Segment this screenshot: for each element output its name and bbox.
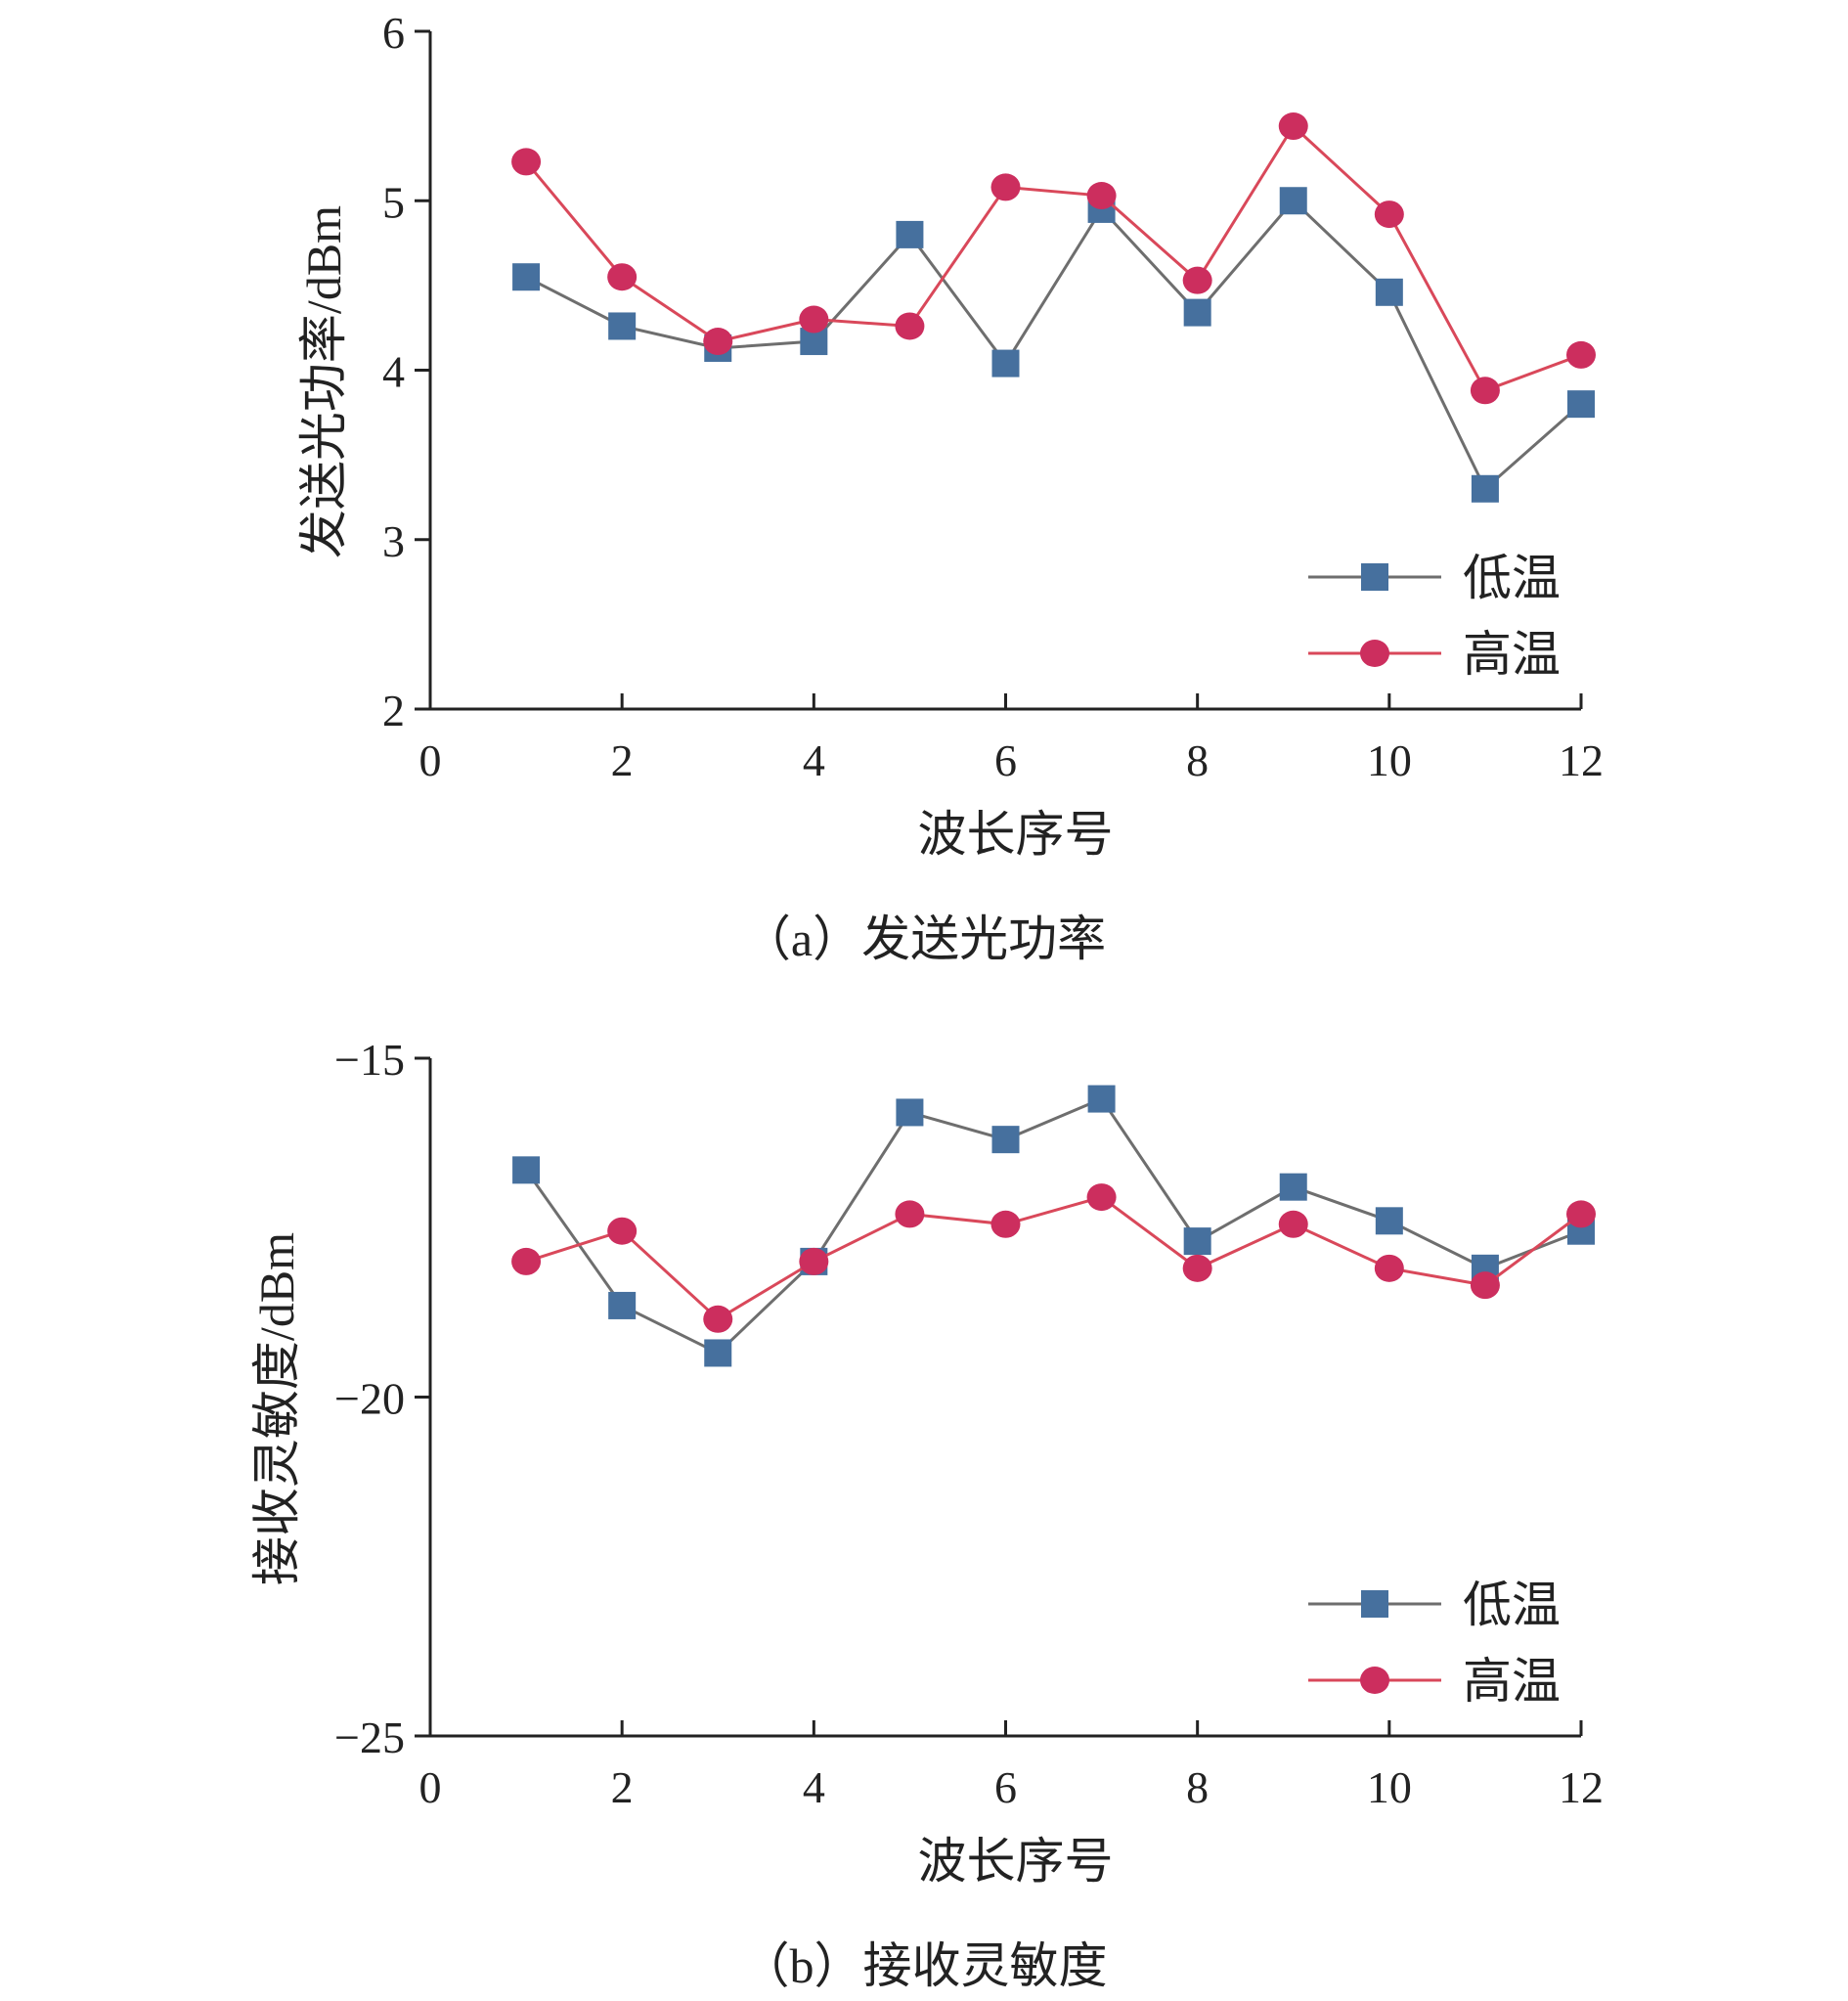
data-point-high-temp bbox=[990, 173, 1021, 201]
data-point-high-temp bbox=[703, 328, 733, 356]
data-point-low-temp bbox=[704, 1339, 732, 1367]
data-point-high-temp bbox=[1182, 1254, 1212, 1282]
data-point-high-temp bbox=[511, 148, 542, 176]
data-point-low-temp bbox=[1279, 187, 1307, 215]
data-point-high-temp bbox=[607, 1217, 638, 1245]
chart-panel-b: −25 −20 −15 0 2 4 6 8 10 12 波长序号 接收灵敏度/dBm 低温高温 （b）接… bbox=[0, 1027, 1848, 2001]
data-point-low-temp bbox=[1183, 298, 1211, 327]
y-axis-label: 发送光功率/dBm bbox=[296, 205, 351, 558]
series-low-temp bbox=[512, 1085, 1595, 1367]
data-point-high-temp bbox=[799, 1247, 829, 1275]
y-axis-label: 接收灵敏度/dBm bbox=[249, 1232, 304, 1585]
data-point-high-temp bbox=[1470, 1271, 1500, 1300]
data-point-high-temp bbox=[895, 1200, 925, 1228]
y-tick-label: 6 bbox=[382, 8, 405, 58]
x-tick-label: 4 bbox=[803, 1762, 825, 1812]
y-tick-label: −20 bbox=[334, 1374, 405, 1424]
y-tick-label: 4 bbox=[382, 347, 405, 397]
data-point-high-temp bbox=[1086, 182, 1117, 210]
series-line-low-temp bbox=[524, 1096, 1582, 1356]
series-high-temp bbox=[511, 1183, 1596, 1333]
data-point-high-temp bbox=[1566, 1200, 1596, 1228]
data-point-low-temp bbox=[1471, 474, 1499, 503]
data-point-high-temp bbox=[1566, 340, 1596, 369]
data-point-low-temp bbox=[896, 220, 924, 248]
data-point-high-temp bbox=[1086, 1183, 1117, 1212]
axes: −25 −20 −15 0 2 4 6 8 10 12 波长序号 接收灵敏度/dBm bbox=[249, 1035, 1604, 1889]
x-tick-label: 10 bbox=[1367, 1762, 1412, 1812]
y-tick-label: −25 bbox=[334, 1712, 405, 1762]
y-tick-label: 5 bbox=[382, 177, 405, 227]
data-point-high-temp bbox=[1182, 266, 1212, 294]
data-point-high-temp bbox=[607, 263, 638, 291]
legend-label-low-temp: 低温 bbox=[1463, 551, 1561, 605]
data-point-high-temp bbox=[703, 1305, 733, 1333]
x-tick-label: 8 bbox=[1186, 1762, 1209, 1812]
data-point-low-temp bbox=[1183, 1227, 1211, 1256]
x-tick-label: 2 bbox=[611, 1762, 634, 1812]
legend-label-low-temp: 低温 bbox=[1463, 1578, 1561, 1632]
legend-marker-high-temp bbox=[1360, 1667, 1389, 1694]
x-tick-label: 8 bbox=[1186, 735, 1209, 785]
x-tick-label: 12 bbox=[1559, 735, 1604, 785]
data-point-low-temp bbox=[991, 349, 1020, 378]
data-point-low-temp bbox=[1375, 278, 1403, 306]
data-point-high-temp bbox=[1278, 1210, 1308, 1238]
data-point-low-temp bbox=[608, 312, 637, 340]
legend-label-high-temp: 高温 bbox=[1463, 1654, 1561, 1709]
x-tick-label: 6 bbox=[994, 1762, 1017, 1812]
series-line-low-temp bbox=[525, 199, 1582, 492]
chart-panel-a: 2 3 4 5 6 0 2 4 6 8 10 12 波长序号 发送光功率/dBm 低温 高温 （a）发送光功率 bbox=[0, 0, 1848, 978]
x-tick-label: 0 bbox=[419, 1762, 442, 1812]
x-tick-label: 4 bbox=[803, 735, 825, 785]
y-tick-label: 2 bbox=[382, 686, 405, 735]
data-point-high-temp bbox=[895, 312, 925, 340]
data-point-high-temp bbox=[511, 1247, 542, 1275]
data-point-low-temp bbox=[991, 1126, 1020, 1154]
data-point-low-temp bbox=[896, 1098, 924, 1127]
y-tick-label: −15 bbox=[334, 1035, 405, 1085]
data-point-low-temp bbox=[1087, 1085, 1116, 1113]
x-tick-label: 0 bbox=[419, 735, 442, 785]
data-point-low-temp bbox=[1279, 1173, 1307, 1201]
data-point-low-temp bbox=[512, 263, 541, 291]
legend-marker-low-temp bbox=[1361, 563, 1388, 591]
data-point-low-temp bbox=[512, 1156, 541, 1184]
data-point-low-temp bbox=[608, 1291, 637, 1319]
x-axis-label: 波长序号 bbox=[918, 1834, 1114, 1889]
y-tick-label: 3 bbox=[382, 516, 405, 566]
data-point-low-temp bbox=[1567, 390, 1595, 419]
x-tick-label: 6 bbox=[994, 735, 1017, 785]
data-point-high-temp bbox=[1374, 1254, 1404, 1282]
chart-b-caption: （b）接收灵敏度 bbox=[740, 1938, 1108, 1993]
series-high-temp bbox=[511, 112, 1596, 405]
series-low-temp bbox=[512, 187, 1595, 503]
data-point-high-temp bbox=[799, 305, 829, 334]
data-point-high-temp bbox=[1374, 200, 1404, 229]
data-point-high-temp bbox=[1278, 112, 1308, 141]
x-tick-label: 12 bbox=[1559, 1762, 1604, 1812]
x-axis-label: 波长序号 bbox=[918, 807, 1114, 862]
series-line-high-temp bbox=[525, 1195, 1582, 1321]
data-point-high-temp bbox=[990, 1210, 1021, 1238]
x-tick-label: 2 bbox=[611, 735, 634, 785]
legend-label-high-temp: 高温 bbox=[1463, 627, 1561, 682]
chart-a-caption: （a）发送光功率 bbox=[741, 912, 1107, 966]
data-point-high-temp bbox=[1470, 377, 1500, 405]
data-point-low-temp bbox=[1375, 1207, 1403, 1235]
x-tick-label: 10 bbox=[1367, 735, 1412, 785]
legend-marker-low-temp bbox=[1361, 1590, 1388, 1618]
series-line-high-temp bbox=[524, 123, 1582, 393]
legend-marker-high-temp bbox=[1360, 640, 1389, 667]
